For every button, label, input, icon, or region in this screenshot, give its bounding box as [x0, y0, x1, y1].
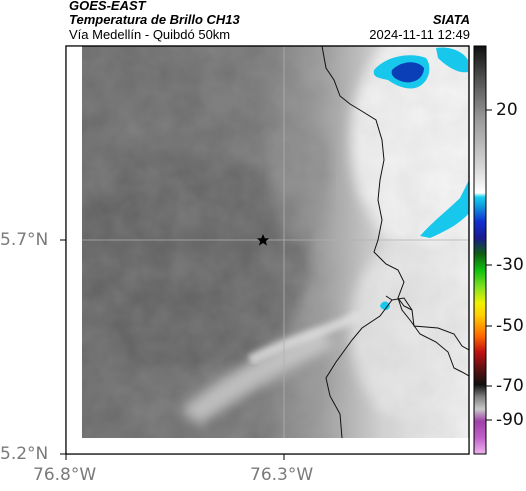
brightness-temperature-image	[82, 46, 469, 438]
colorbar-tick-label: -70	[496, 376, 524, 396]
lon-tick-label: 76.3°W	[250, 465, 314, 485]
datetime-label: 2024-11-11 12:49	[369, 27, 470, 42]
cold-cloud-top-ne	[373, 47, 468, 89]
colorbar-tick-label: -30	[496, 255, 524, 275]
star-marker	[256, 234, 270, 246]
cold-cloud-spot	[380, 301, 390, 311]
colorbar	[473, 45, 492, 455]
lon-tick-label: 76.8°W	[33, 465, 97, 485]
boundary-line-3	[325, 299, 393, 438]
lat-tick-label: 5.7°N	[0, 230, 49, 250]
product-title: Temperatura de Brillo CH13	[69, 12, 240, 27]
satellite-title: GOES-EAST	[69, 0, 146, 13]
region-subtitle: Vía Medellín - Quibdó 50km	[69, 27, 231, 42]
colorbar-tick-label: -50	[496, 316, 524, 336]
colorbar-tick-label: -90	[496, 410, 524, 430]
boundary-line-2	[397, 297, 469, 377]
lat-tick-label: 5.2°N	[0, 444, 49, 464]
colorbar-tick-label: 20	[496, 100, 518, 120]
organization-label: SIATA	[432, 12, 470, 27]
cold-cloud-band-e	[420, 180, 469, 238]
